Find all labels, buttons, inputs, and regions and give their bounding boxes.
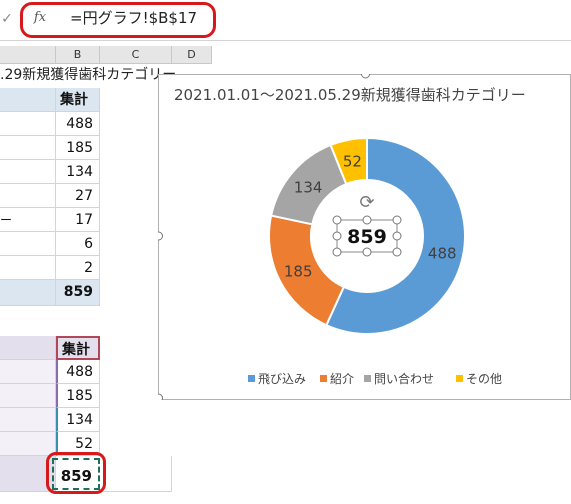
chart-frame-handle-2[interactable] <box>158 393 163 400</box>
legend-swatch-3 <box>364 375 371 382</box>
table2-header-label-cell[interactable] <box>0 336 56 360</box>
table1-total-label-cell[interactable] <box>0 280 56 306</box>
table2-header-cell[interactable]: 集計 <box>56 336 100 360</box>
table-row[interactable] <box>100 456 172 492</box>
donut-slice-4[interactable] <box>329 136 368 186</box>
resize-handle-7[interactable] <box>362 247 372 257</box>
column-header-d[interactable]: D <box>172 46 212 64</box>
resize-handle-2[interactable] <box>362 215 372 225</box>
legend-swatch-4 <box>456 375 463 382</box>
table1-value-2[interactable]: 185 <box>56 136 100 160</box>
table2-value-2[interactable]: 185 <box>56 384 100 408</box>
table1-value-6[interactable]: 6 <box>56 232 100 256</box>
check-icon[interactable]: ✓ <box>1 11 13 27</box>
resize-handle-5[interactable] <box>392 231 402 241</box>
table-row[interactable] <box>0 160 56 184</box>
table2-value-1[interactable]: 488 <box>56 360 100 384</box>
legend-label-2: 紹介 <box>330 372 355 386</box>
resize-handle-8[interactable] <box>392 247 402 257</box>
table-row[interactable] <box>0 256 56 280</box>
slice-data-label-4[interactable]: 52 <box>343 152 362 170</box>
slice-data-label-3[interactable]: 134 <box>294 178 323 196</box>
resize-handle-3[interactable] <box>392 215 402 225</box>
column-header-b[interactable]: B <box>56 46 100 64</box>
legend-item-4[interactable]: その他 <box>456 370 502 387</box>
donut-slice-1[interactable] <box>325 136 466 335</box>
table-row[interactable] <box>0 136 56 160</box>
chart-frame-handle-1[interactable] <box>158 231 163 241</box>
table1-header-cell[interactable]: 集計 <box>56 88 100 112</box>
formula-bar: ✓ fx =円グラフ!$B$17 <box>0 0 571 41</box>
table-row[interactable] <box>0 360 56 384</box>
table1-value-7[interactable]: 2 <box>56 256 100 280</box>
legend-label-3: 問い合わせ <box>374 372 435 386</box>
table-row[interactable] <box>0 112 56 136</box>
table1-value-5[interactable]: 17 <box>56 208 100 232</box>
donut-center-total[interactable]: 859 <box>347 226 387 248</box>
legend-swatch-1 <box>248 375 255 382</box>
chart-title[interactable]: 2021.01.01～2021.05.29新規獲得歯科カテゴリー <box>174 86 526 104</box>
table1-label-dash[interactable]: ー <box>0 208 56 232</box>
table1-total-cell[interactable]: 859 <box>56 280 100 306</box>
chart-canvas: 488 185 134 52 ⟳ 859 <box>158 74 571 400</box>
insert-function-button[interactable]: fx <box>33 10 47 25</box>
table1-value-3[interactable]: 134 <box>56 160 100 184</box>
table-row[interactable] <box>0 232 56 256</box>
legend-item-2[interactable]: 紹介 <box>320 370 354 387</box>
rotate-handle-icon[interactable]: ⟳ <box>359 192 374 213</box>
table-row[interactable] <box>0 432 56 456</box>
table1-value-4[interactable]: 27 <box>56 184 100 208</box>
chart-frame-handle-3[interactable] <box>361 74 370 79</box>
column-header-c[interactable]: C <box>100 46 172 64</box>
formula-input[interactable]: =円グラフ!$B$17 <box>70 9 198 27</box>
resize-handle-4[interactable] <box>332 231 342 241</box>
total-highlight-annotation <box>46 452 106 494</box>
donut-chart[interactable]: 488 185 134 52 ⟳ 859 2021.01.01～2021.05.29新規獲… <box>158 74 571 400</box>
spreadsheet-grid: B C D .29新規獲得歯科カテゴリー 集計 488 185 134 27 ー… <box>0 40 212 504</box>
legend-swatch-2 <box>320 375 327 382</box>
table2-value-4[interactable]: 52 <box>56 432 100 456</box>
resize-handle-1[interactable] <box>332 215 342 225</box>
slice-data-label-1[interactable]: 488 <box>428 244 457 262</box>
sheet-title-cell[interactable]: .29新規獲得歯科カテゴリー <box>0 67 177 83</box>
table2-value-3[interactable]: 134 <box>56 408 100 432</box>
table1-header-label-cell[interactable] <box>0 88 56 112</box>
table-row[interactable] <box>0 408 56 432</box>
table-row[interactable] <box>0 184 56 208</box>
legend-item-1[interactable]: 飛び込み <box>248 370 306 387</box>
table-row[interactable] <box>0 384 56 408</box>
table2-total-cell[interactable]: 859 <box>52 458 100 490</box>
legend-label-4: その他 <box>466 372 503 386</box>
legend-label-1: 飛び込み <box>258 372 307 386</box>
slice-data-label-2[interactable]: 185 <box>284 263 313 281</box>
legend-item-3[interactable]: 問い合わせ <box>364 370 434 387</box>
column-header-a[interactable] <box>0 46 56 64</box>
table1-value-1[interactable]: 488 <box>56 112 100 136</box>
formula-highlight-annotation <box>20 2 216 38</box>
resize-handle-6[interactable] <box>332 247 342 257</box>
